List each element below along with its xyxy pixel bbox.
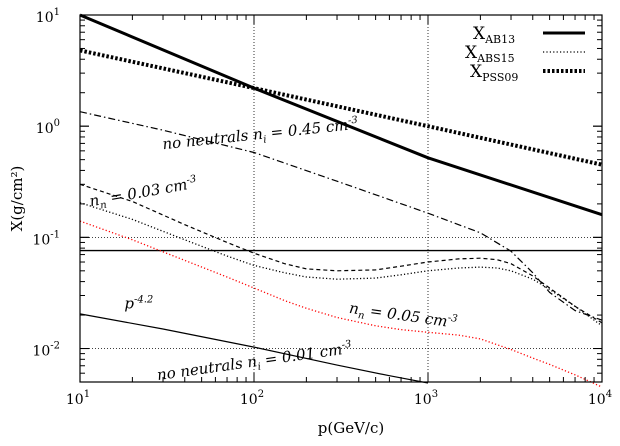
annotation-ann5: no neutrals ni = 0.01 cm-3: [156, 339, 354, 387]
y-tick-label: 10-2: [32, 341, 60, 360]
legend-label-0: XAB13: [473, 24, 515, 46]
x-axis-label: p(GeV/c): [318, 419, 384, 437]
y-tick-label: 10-1: [32, 229, 60, 248]
series-line-4: [79, 183, 603, 324]
series-line-2: [79, 48, 603, 167]
series-line-7: [79, 313, 429, 384]
series-lines: [79, 13, 603, 388]
series-line-3: [79, 111, 603, 321]
legend-label-1: XABS15: [465, 43, 515, 65]
y-axis-label: X(g/cm²): [8, 166, 26, 232]
plot-frame: [79, 14, 603, 383]
x-tick-label: 104: [588, 389, 612, 408]
y-tick-label: 100: [36, 118, 60, 137]
annotation-ann3: p-4.2: [124, 294, 153, 312]
x-tick-label: 101: [66, 389, 90, 408]
series-line-6: [79, 220, 603, 388]
legend-label-2: XPSS09: [470, 62, 518, 84]
annotation-ann4: nn = 0.05 cm-3: [348, 299, 459, 335]
series-line-0: [79, 13, 603, 217]
annotation-ann2: nn = 0.03 cm-3: [88, 174, 199, 214]
x-tick-label: 102: [240, 389, 264, 408]
grid-lines: [80, 15, 602, 382]
series-line-5: [79, 202, 603, 327]
x-tick-label: 103: [414, 389, 438, 408]
annotation-ann1: no neutrals ni = 0.45 cm-3: [162, 115, 360, 156]
y-tick-label: 101: [36, 7, 60, 26]
axis-ticks: 101 102 103 104 10-2 10-1 100 101: [32, 7, 612, 408]
